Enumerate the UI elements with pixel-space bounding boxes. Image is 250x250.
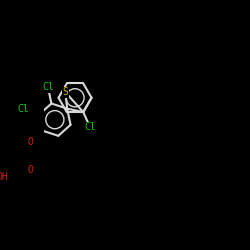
- Text: S: S: [62, 87, 68, 97]
- Text: Cl: Cl: [84, 122, 96, 132]
- Text: OH: OH: [0, 172, 8, 182]
- Text: O: O: [28, 137, 33, 147]
- Text: Cl: Cl: [42, 82, 54, 92]
- Text: O: O: [28, 165, 33, 175]
- Text: Cl: Cl: [18, 104, 29, 115]
